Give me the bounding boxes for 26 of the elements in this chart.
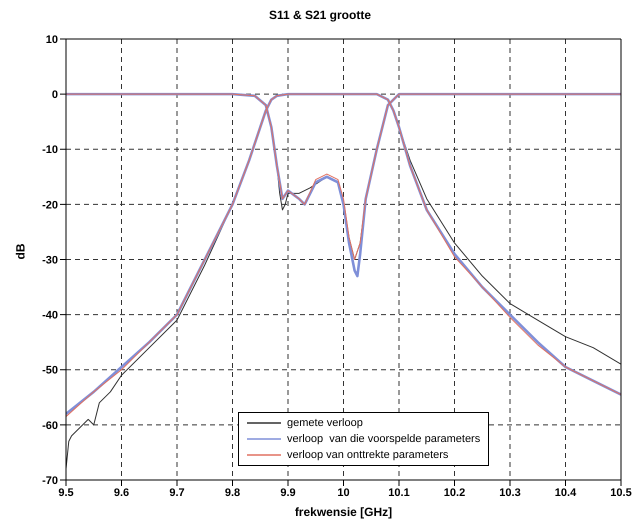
x-tick-label: 10.2 (444, 486, 466, 499)
y-tick-label: -30 (42, 254, 58, 266)
y-axis-title: dB (13, 243, 28, 260)
y-tick-label: -50 (42, 364, 58, 377)
y-tick-label: -60 (42, 420, 58, 432)
legend-label: gemete verloop (287, 417, 363, 429)
x-tick-label: 10 (337, 486, 350, 499)
x-tick-label: 10.1 (388, 486, 410, 499)
chart-title: S11 & S21 grootte (268, 8, 372, 24)
y-tick-label: -40 (42, 310, 58, 322)
x-tick-label: 10.3 (499, 486, 521, 499)
legend-label: verloop van die voorspelde parameters (287, 433, 480, 445)
x-tick-label: 9.8 (224, 486, 240, 499)
x-tick-label: 9.7 (169, 486, 185, 499)
y-tick-label: -10 (42, 144, 58, 156)
x-tick-label: 9.5 (58, 486, 74, 499)
y-tick-label: 0 (52, 89, 58, 102)
x-tick-label: 9.9 (280, 486, 296, 499)
x-axis-title: frekwensie [GHz] (294, 505, 392, 519)
y-tick-label: 10 (46, 34, 58, 46)
x-tick-label: 9.6 (114, 486, 130, 499)
legend-label: verloop van onttrekte parameters (287, 449, 448, 461)
x-tick-label: 10.4 (554, 486, 578, 499)
x-tick-label: 10.5 (610, 486, 632, 499)
y-tick-label: -70 (42, 474, 58, 487)
y-tick-label: -20 (42, 199, 58, 212)
